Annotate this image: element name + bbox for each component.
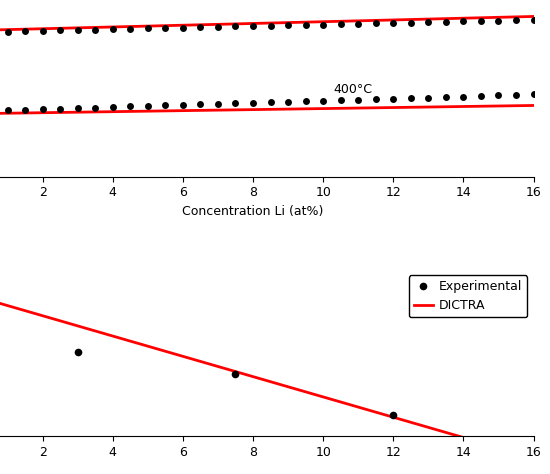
Experimental <box>232 371 239 377</box>
DICTRA <box>530 455 537 461</box>
DICTRA <box>312 392 319 398</box>
Legend: Experimental, DICTRA: Experimental, DICTRA <box>409 275 527 317</box>
Experimental <box>74 350 81 356</box>
X-axis label: Concentration Li (at%): Concentration Li (at%) <box>182 205 324 218</box>
Experimental <box>390 412 397 418</box>
Line: DICTRA: DICTRA <box>0 295 534 458</box>
DICTRA <box>303 389 310 395</box>
Line: Experimental: Experimental <box>74 348 397 419</box>
Text: 400°C: 400°C <box>334 83 373 96</box>
DICTRA <box>301 389 308 394</box>
DICTRA <box>442 429 449 435</box>
DICTRA <box>477 440 484 446</box>
